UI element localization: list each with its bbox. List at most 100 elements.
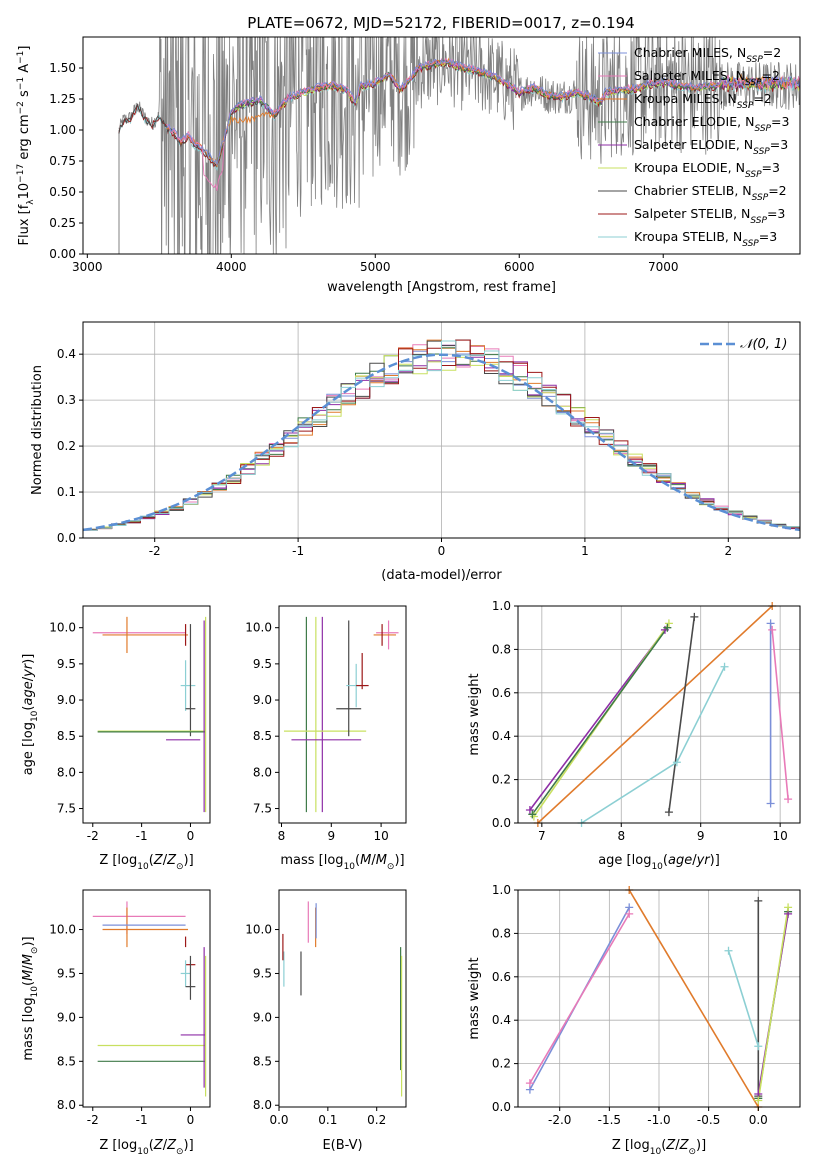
x-axis-label: Z [log10(Z/Z⊙)] xyxy=(612,1138,706,1157)
x-tick-label: 9 xyxy=(327,829,335,843)
x-tick-label: -1 xyxy=(292,544,304,558)
y-tick-label: 0.1 xyxy=(57,485,76,499)
x-tick-label: -0.5 xyxy=(697,1113,720,1127)
y-tick-label: 0.2 xyxy=(492,773,511,787)
y-axis-label: age [log10(age/yr)] xyxy=(21,654,40,776)
x-tick-label: 10 xyxy=(373,829,388,843)
plot-area-age_vs_mass xyxy=(283,616,399,813)
x-tick-label: -1.0 xyxy=(647,1113,670,1127)
x-axis-label: Z [log10(Z/Z⊙)] xyxy=(99,853,193,872)
legend-entry: Salpeter STELIB, NSSP=3 xyxy=(634,206,785,226)
y-tick-label: 0.8 xyxy=(492,926,511,940)
massweight-line-salpeter-miles xyxy=(529,913,630,1084)
model-spectrum-chabrier-miles xyxy=(166,58,800,167)
data-point-marker xyxy=(663,623,672,632)
data-point-marker xyxy=(784,795,793,804)
y-tick-label: 0.0 xyxy=(492,1100,511,1114)
x-tick-label: 0 xyxy=(187,829,195,843)
data-point-marker xyxy=(766,799,775,808)
axes-massweight_vs_Z: -2.0 -1.5 -1.0 -0.5 0.0 0.0 0.2 0.4 0.6 0.8 1.0 Z [… xyxy=(467,883,801,1157)
massweight-line-kroupa-elodie xyxy=(757,907,789,1101)
massweight-line-chabrier-elodie xyxy=(531,627,668,815)
axes-massweight_vs_age: 7 8 9 10 0.0 0.2 0.4 0.6 0.8 1.0 age [log10(age/yr… xyxy=(467,599,801,872)
y-tick-label: 0.3 xyxy=(57,393,76,407)
x-tick-label: 0 xyxy=(187,1113,195,1127)
plot-area-spectrum xyxy=(118,37,800,254)
y-axis-label: mass weight xyxy=(467,673,482,755)
y-tick-label: 0.50 xyxy=(49,185,76,199)
y-tick-label: 0.6 xyxy=(492,686,511,700)
x-axis-label: (data-model)/error xyxy=(381,568,502,583)
data-point-marker xyxy=(672,758,681,767)
data-point-marker xyxy=(784,903,793,912)
y-axis-label: Flux [fλ10−17 erg cm−2 s−1 A−1] xyxy=(16,46,36,246)
plot-area-massweight_vs_age xyxy=(529,606,789,823)
y-tick-label: 9.0 xyxy=(253,693,272,707)
x-axis-label: age [log10(age/yr)] xyxy=(598,853,720,872)
y-tick-label: 10.0 xyxy=(49,621,76,635)
data-point-marker xyxy=(720,662,729,671)
massweight-line-kroupa-miles xyxy=(537,606,773,823)
y-tick-label: 9.0 xyxy=(57,693,76,707)
axes-mass_vs_Z: -2 -1 0 8.0 8.5 9.0 9.5 10.0 Z [log10(Z/Z⊙)] mass… xyxy=(21,889,211,1157)
y-tick-label: 0.6 xyxy=(492,970,511,984)
x-tick-label: 4000 xyxy=(216,260,247,274)
x-tick-label: -2 xyxy=(149,544,161,558)
y-tick-label: 0.00 xyxy=(49,247,76,261)
plot-area-mass_vs_EBV xyxy=(282,901,403,1097)
x-tick-label: -2 xyxy=(87,1113,99,1127)
plot-area-age_vs_Z xyxy=(92,616,207,813)
massweight-line-chabrier-stelib xyxy=(668,616,696,813)
data-point-marker xyxy=(625,909,634,918)
data-point-marker xyxy=(525,1079,534,1088)
y-tick-label: 8.0 xyxy=(253,765,272,779)
y-tick-label: 9.0 xyxy=(57,1010,76,1024)
y-tick-label: 0.25 xyxy=(49,216,76,230)
data-point-marker xyxy=(525,805,534,814)
massweight-line-kroupa-stelib xyxy=(581,666,726,823)
y-tick-label: 1.0 xyxy=(492,599,511,613)
x-tick-label: 3000 xyxy=(72,260,103,274)
legend-entry: 𝒩(0, 1) xyxy=(740,337,787,352)
y-tick-label: 9.0 xyxy=(253,1010,272,1024)
y-tick-label: 0.75 xyxy=(49,154,76,168)
data-point-marker xyxy=(754,1096,763,1105)
y-tick-label: 7.5 xyxy=(57,802,76,816)
x-tick-label: 7 xyxy=(538,829,546,843)
axes-frame xyxy=(517,605,801,824)
y-tick-label: 8.5 xyxy=(253,729,272,743)
data-point-marker xyxy=(528,810,537,819)
y-tick-label: 0.4 xyxy=(492,1013,511,1027)
x-tick-label: 5000 xyxy=(360,260,391,274)
axes-spectrum: 3000 4000 5000 6000 7000 0.00 0.25 0.50 0.75 1.00… xyxy=(16,36,801,295)
axes-frame xyxy=(278,605,407,824)
y-tick-label: 8.5 xyxy=(57,729,76,743)
x-tick-label: 8 xyxy=(278,829,286,843)
y-tick-label: 1.0 xyxy=(492,883,511,897)
data-point-marker xyxy=(664,619,673,628)
x-tick-label: -1.5 xyxy=(598,1113,621,1127)
x-tick-label: 10 xyxy=(773,829,788,843)
axes-frame xyxy=(82,889,211,1108)
plot-area-mass_vs_Z xyxy=(92,901,207,1097)
y-tick-label: 0.0 xyxy=(492,816,511,830)
x-tick-label: 0 xyxy=(438,544,446,558)
y-tick-label: 10.0 xyxy=(245,621,272,635)
figure-title: PLATE=0672, MJD=52172, FIBERID=0017, z=0… xyxy=(247,14,634,32)
y-tick-label: 1.50 xyxy=(49,61,76,75)
y-tick-label: 9.5 xyxy=(57,657,76,671)
axes-age_vs_Z: -2 -1 0 7.5 8.0 8.5 9.0 9.5 10.0 Z [log10(Z/Z⊙)] a… xyxy=(21,605,211,872)
legend-entry: Kroupa ELODIE, NSSP=3 xyxy=(634,160,780,180)
y-tick-label: 10.0 xyxy=(245,923,272,937)
y-tick-label: 0.4 xyxy=(492,729,511,743)
axes-frame xyxy=(82,36,801,255)
data-point-marker xyxy=(766,619,775,628)
x-tick-label: 9 xyxy=(697,829,705,843)
x-tick-label: 2 xyxy=(724,544,732,558)
x-tick-label: -2 xyxy=(87,829,99,843)
x-tick-label: 0.0 xyxy=(749,1113,768,1127)
plot-area-massweight_vs_Z xyxy=(529,890,789,1107)
legend-entry: Chabrier ELODIE, NSSP=3 xyxy=(634,114,789,134)
